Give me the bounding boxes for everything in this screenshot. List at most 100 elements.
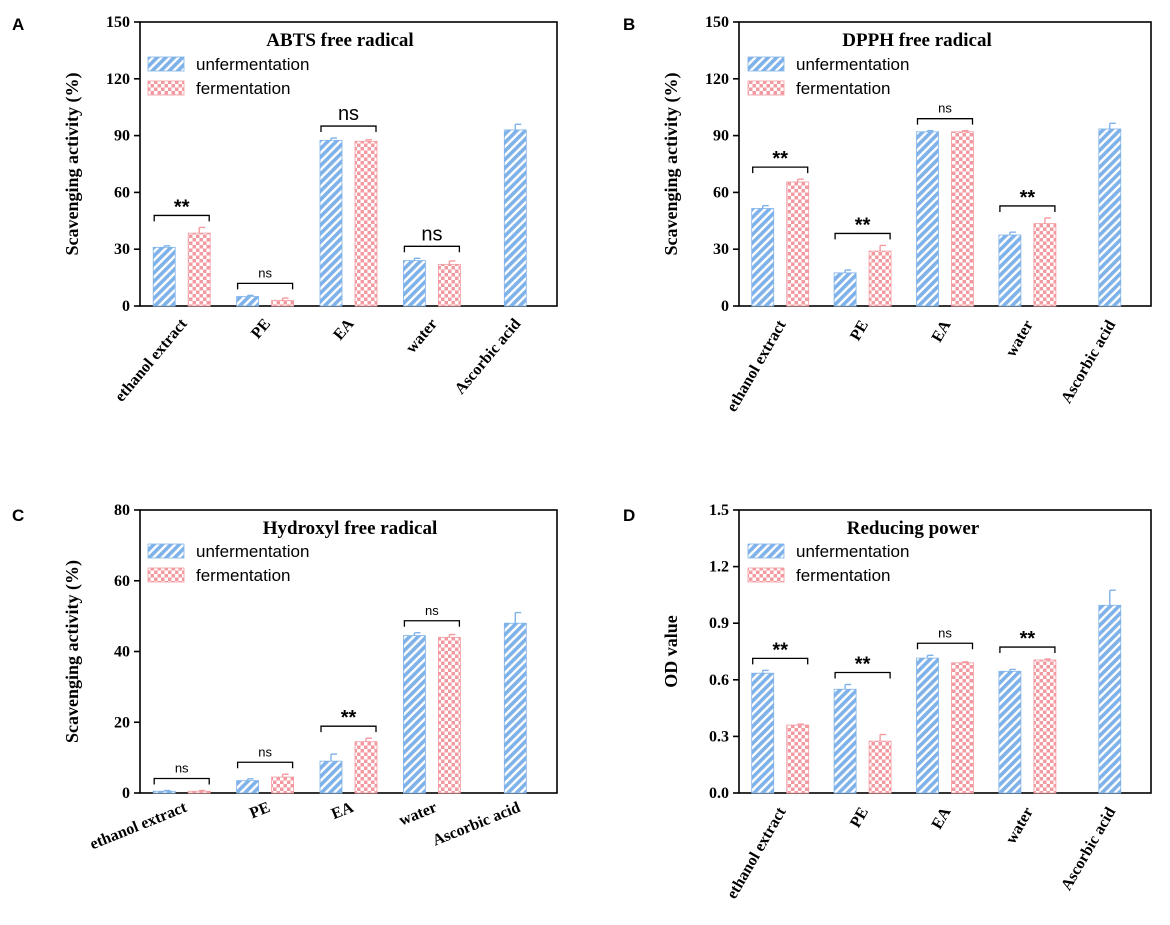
bar	[833, 688, 857, 794]
significance-bracket	[999, 646, 1056, 654]
bar	[1098, 604, 1122, 794]
x-category-label: EA	[329, 799, 356, 823]
y-axis-label: Scavenging activity (%)	[62, 73, 83, 256]
significance-bracket	[752, 166, 809, 174]
y-tick-label: 60	[713, 184, 729, 201]
plot-frame	[738, 509, 1152, 794]
bar	[868, 740, 892, 794]
y-tick-label: 90	[713, 128, 729, 145]
bar	[271, 299, 295, 307]
chart-title: ABTS free radical	[266, 30, 413, 51]
legend-swatch	[147, 567, 185, 583]
significance-label: ns	[421, 223, 442, 245]
significance-bracket	[320, 725, 377, 733]
bar	[1033, 659, 1057, 794]
y-axis-label: OD value	[661, 615, 681, 688]
bar	[402, 260, 426, 307]
bar	[354, 741, 378, 794]
significance-bracket	[834, 232, 891, 240]
x-category-label: ethanol extract	[88, 799, 190, 853]
legend-swatch	[747, 56, 785, 72]
y-tick-label: 80	[114, 502, 130, 519]
chart-panel-a: A 0 30 60 90 120 150 Scavenging activity (%) ABT…	[12, 14, 558, 405]
bar	[236, 296, 260, 307]
bar	[187, 790, 211, 794]
x-category-label: ethanol extract	[112, 315, 191, 405]
y-axis-label: Scavenging activity (%)	[62, 560, 83, 743]
legend-label: unfermentation	[196, 55, 309, 74]
bar	[786, 724, 810, 794]
x-category-label: water	[403, 316, 441, 357]
significance-bracket	[403, 620, 461, 627]
significance-label: **	[1020, 187, 1036, 209]
x-category-label: PE	[847, 318, 872, 344]
x-category-label: water	[1003, 318, 1037, 360]
bar	[1098, 128, 1122, 307]
y-tick-label: 60	[114, 573, 130, 590]
legend-label: fermentation	[196, 79, 291, 98]
significance-bracket	[153, 214, 210, 222]
y-tick-label: 0.0	[709, 785, 729, 802]
significance-label: ns	[258, 265, 272, 280]
bar	[503, 129, 527, 307]
x-category-label: ethanol extract	[724, 804, 790, 902]
legend-label: fermentation	[796, 79, 891, 98]
bar	[916, 657, 939, 794]
bar	[833, 272, 857, 307]
y-tick-label: 150	[106, 14, 130, 31]
y-tick-label: 60	[114, 184, 130, 201]
significance-label: **	[174, 196, 190, 218]
x-category-label: PE	[847, 805, 872, 831]
panel-letter: D	[623, 506, 635, 525]
bar	[187, 232, 211, 307]
x-category-label: Ascorbic acid	[452, 316, 525, 398]
bar	[319, 139, 343, 307]
plot-frame	[139, 21, 558, 307]
significance-bracket	[916, 642, 974, 650]
significance-label: **	[855, 214, 871, 236]
y-tick-label: 30	[114, 241, 130, 258]
bar	[751, 672, 775, 794]
bar	[236, 780, 260, 794]
x-category-label: ethanol extract	[724, 317, 790, 415]
legend-swatch	[147, 80, 185, 96]
x-category-label: Ascorbic acid	[430, 799, 523, 850]
x-category-label: water	[1003, 805, 1037, 847]
bar	[319, 760, 343, 794]
significance-bracket	[999, 205, 1056, 212]
significance-label: ns	[258, 744, 272, 759]
significance-bracket	[916, 118, 974, 125]
legend-swatch	[147, 56, 185, 72]
bar	[1033, 223, 1057, 307]
chart-title: Hydroxyl free radical	[263, 518, 438, 539]
significance-bracket	[403, 245, 461, 253]
y-tick-label: 20	[114, 714, 130, 731]
significance-label: ns	[175, 761, 189, 776]
significance-label: ns	[338, 103, 359, 125]
legend-label: fermentation	[196, 566, 291, 585]
y-tick-label: 0.3	[709, 728, 729, 745]
significance-label: ns	[938, 101, 952, 116]
bar	[152, 246, 176, 307]
bar	[437, 636, 461, 794]
y-tick-label: 0	[122, 298, 130, 315]
bar	[998, 234, 1022, 307]
significance-bracket	[153, 777, 210, 785]
x-category-label: PE	[248, 316, 274, 343]
y-tick-label: 90	[114, 128, 130, 145]
legend-label: fermentation	[796, 566, 891, 585]
legend-swatch	[747, 567, 785, 583]
panel-letter: C	[12, 506, 24, 525]
chart-panel-c: C 0 20 40 60 80 Scavenging activity (%) Hydroxy…	[12, 502, 558, 853]
y-tick-label: 0	[721, 298, 729, 315]
plot-frame	[738, 21, 1152, 307]
panel-letter: A	[12, 15, 24, 34]
y-tick-label: 1.2	[709, 559, 729, 576]
x-category-label: EA	[929, 804, 955, 832]
bar	[786, 181, 810, 307]
bar	[951, 662, 974, 794]
legend-swatch	[747, 80, 785, 96]
y-tick-label: 150	[705, 14, 729, 31]
significance-label: **	[772, 148, 788, 170]
significance-label: **	[855, 654, 871, 676]
